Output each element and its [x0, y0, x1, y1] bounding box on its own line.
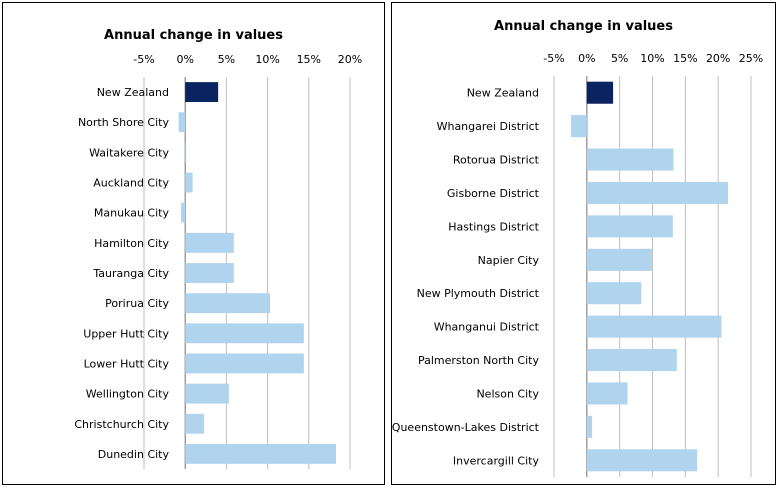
- bar: [586, 382, 628, 405]
- bar: [586, 415, 593, 438]
- bar: [586, 148, 674, 171]
- bar: [586, 349, 677, 372]
- bar: [185, 142, 187, 163]
- category-label: Hamilton City: [94, 237, 169, 250]
- category-label: Manukau City: [94, 207, 170, 220]
- tick-label: 0%: [176, 53, 193, 66]
- category-label: Waitakere City: [89, 146, 169, 159]
- bar: [586, 282, 642, 305]
- bar: [185, 353, 304, 374]
- bar: [185, 232, 234, 253]
- tick-label: -5%: [543, 52, 564, 65]
- bar: [571, 115, 587, 138]
- bar: [586, 315, 722, 338]
- tick-label: 0%: [578, 52, 595, 65]
- bar: [185, 293, 271, 314]
- right-chart-panel: Annual change in values -5% 0% 5% 10% 15% 20%…: [391, 2, 776, 485]
- category-label: New Zealand: [97, 86, 169, 99]
- category-label: North Shore City: [78, 116, 170, 129]
- category-label: Gisborne District: [447, 187, 540, 200]
- tick-label: 10%: [255, 53, 279, 66]
- category-label: Upper Hutt City: [83, 327, 169, 340]
- category-label: Auckland City: [93, 177, 169, 190]
- chart-title: Annual change in values: [104, 28, 283, 43]
- tick-label: -5%: [133, 53, 154, 66]
- bar: [181, 202, 186, 223]
- tick-label: 15%: [297, 53, 321, 66]
- bar: [586, 181, 729, 204]
- chart-title: Annual change in values: [494, 19, 673, 34]
- tick-label: 5%: [218, 53, 235, 66]
- category-label: Invercargill City: [453, 454, 540, 467]
- category-label: Palmerston North City: [418, 354, 539, 367]
- category-label: Wellington City: [86, 388, 170, 401]
- category-label: New Zealand: [467, 87, 539, 100]
- bar: [185, 323, 304, 344]
- bar: [586, 449, 698, 472]
- bar: [185, 172, 193, 193]
- bar: [586, 81, 614, 104]
- tick-label: 5%: [611, 52, 628, 65]
- category-label: Whangarei District: [437, 120, 540, 133]
- bar: [185, 383, 229, 404]
- category-label: New Plymouth District: [417, 287, 540, 300]
- bar: [185, 413, 205, 434]
- category-label: Lower Hutt City: [84, 357, 170, 370]
- bar: [185, 82, 219, 103]
- bar: [586, 248, 652, 271]
- category-label: Rotorua District: [453, 154, 540, 167]
- left-chart-panel: Annual change in values -5% 0% 5% 10% 15% 20%…: [2, 2, 385, 485]
- category-label: Napier City: [478, 254, 540, 267]
- category-label: Hastings District: [448, 220, 539, 233]
- tick-label: 15%: [673, 52, 697, 65]
- bar: [586, 215, 673, 238]
- category-label: Queenstown-Lakes District: [392, 421, 540, 434]
- category-label: Tauranga City: [92, 267, 169, 280]
- category-label: Christchurch City: [74, 418, 169, 431]
- category-label: Whanganui District: [434, 321, 540, 334]
- tick-label: 20%: [338, 53, 362, 66]
- bar: [178, 112, 186, 133]
- right-bar-chart: -5% 0% 5% 10% 15% 20% 25% New Zealand Whangarei …: [392, 52, 763, 477]
- left-bar-chart: -5% 0% 5% 10% 15% 20% New Zealand North Shore C…: [74, 53, 362, 469]
- tick-label: 20%: [706, 52, 730, 65]
- category-label: Porirua City: [105, 297, 169, 310]
- bar: [185, 263, 234, 283]
- bar: [185, 443, 336, 464]
- category-label: Nelson City: [476, 387, 539, 400]
- category-label: Dunedin City: [98, 448, 170, 461]
- tick-label: 10%: [640, 52, 664, 65]
- tick-label: 25%: [739, 52, 763, 65]
